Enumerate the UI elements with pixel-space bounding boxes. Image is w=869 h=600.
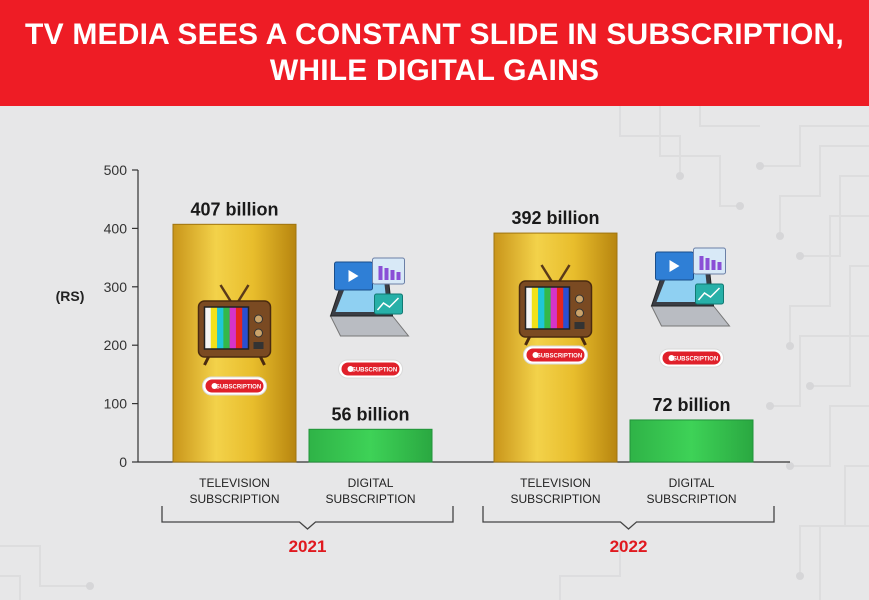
laptop-digital-icon — [650, 247, 731, 327]
digital-bar-2022 — [629, 419, 754, 463]
x-category-label-line-1: TELEVISION — [520, 476, 591, 490]
y-axis-label: (RS) — [56, 288, 85, 304]
retro-tv-icon — [518, 264, 593, 346]
title-banner: TV MEDIA SEES A CONSTANT SLIDE IN SUBSCR… — [0, 0, 869, 106]
y-tick-label: 500 — [104, 162, 128, 178]
laptop-digital-icon — [329, 257, 410, 337]
x-category-label-line-2: SUBSCRIPTION — [510, 492, 600, 506]
subscription-badge-label: SUBSCRIPTION — [352, 368, 397, 374]
y-tick-label: 400 — [104, 220, 128, 236]
bar-value-label: 56 billion — [331, 404, 409, 424]
chart-title-line-1: TV MEDIA SEES A CONSTANT SLIDE IN SUBSCR… — [25, 18, 844, 51]
circuit-background-decoration — [0, 106, 869, 600]
year-group-2022: 392 billion SUBSCRIPTION TELEVISION SUBSCRI… — [482, 208, 775, 556]
bar-value-label: 72 billion — [652, 395, 730, 415]
year-bracket — [161, 506, 454, 530]
year-label: 2022 — [610, 537, 648, 556]
year-label: 2021 — [289, 537, 327, 556]
y-tick-label: 200 — [104, 337, 128, 353]
year-group-2021: 407 billion SUBSCRIPTION TELEVISION SUBSCRI… — [161, 199, 454, 556]
y-tick-label: 300 — [104, 279, 128, 295]
x-category-label-line-2: SUBSCRIPTION — [325, 492, 415, 506]
x-category-label-line-1: TELEVISION — [199, 476, 270, 490]
x-category-label-line-2: SUBSCRIPTION — [189, 492, 279, 506]
subscription-badge-icon: SUBSCRIPTION — [202, 376, 267, 396]
x-category-label-line-1: DIGITAL — [669, 476, 715, 490]
subscription-badge-label: SUBSCRIPTION — [673, 357, 718, 363]
year-bracket — [482, 506, 775, 530]
subscription-badge-label: SUBSCRIPTION — [216, 385, 261, 391]
subscription-bar-chart: (RS) 0 100 200 300 400 500 407 billion SUBSCRI… — [56, 162, 790, 556]
subscription-badge-label: SUBSCRIPTION — [537, 354, 582, 360]
chart-title-line-2: WHILE DIGITAL GAINS — [269, 54, 600, 87]
x-category-label-line-2: SUBSCRIPTION — [646, 492, 736, 506]
y-tick-label: 0 — [119, 454, 127, 470]
subscription-badge-icon: SUBSCRIPTION — [338, 359, 403, 379]
subscription-badge-icon: SUBSCRIPTION — [523, 345, 588, 365]
subscription-badge-icon: SUBSCRIPTION — [659, 348, 724, 368]
bar-value-label: 392 billion — [511, 208, 599, 228]
x-category-label-line-1: DIGITAL — [348, 476, 394, 490]
y-tick-label: 100 — [104, 396, 128, 412]
retro-tv-icon — [197, 284, 272, 366]
digital-bar-2021 — [308, 428, 433, 463]
bar-value-label: 407 billion — [190, 199, 278, 219]
